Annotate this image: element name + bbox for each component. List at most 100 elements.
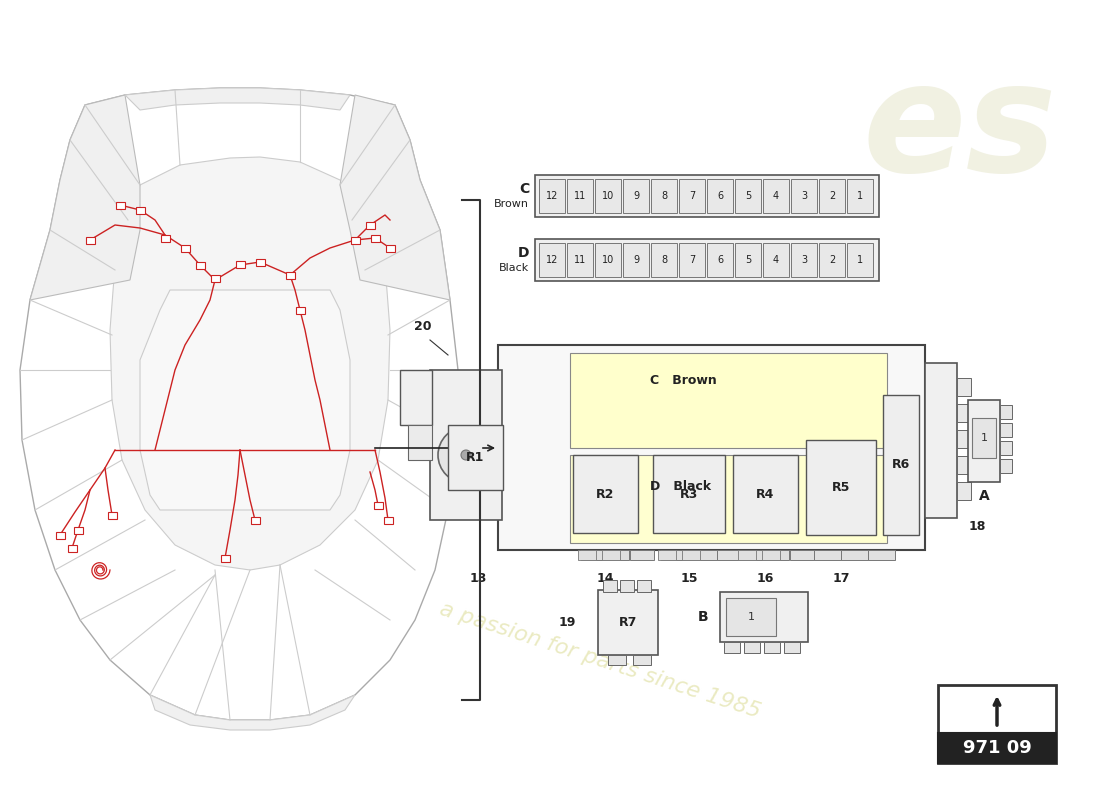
Bar	[386, 245, 395, 252]
Bar	[763, 179, 789, 213]
Text: 4: 4	[773, 255, 779, 265]
Bar	[661, 550, 689, 560]
Bar	[653, 455, 725, 533]
Bar	[820, 179, 845, 213]
Text: 8: 8	[661, 255, 667, 265]
Bar	[957, 430, 971, 448]
Bar	[741, 550, 764, 560]
Bar	[351, 237, 360, 244]
Text: 7: 7	[689, 191, 695, 201]
Text: 3: 3	[801, 191, 807, 201]
Text: 11: 11	[574, 191, 586, 201]
Bar	[408, 425, 432, 460]
Bar	[651, 179, 676, 213]
Circle shape	[438, 427, 494, 483]
Bar	[578, 550, 596, 560]
Text: D: D	[517, 246, 529, 260]
Bar	[595, 179, 621, 213]
Bar	[108, 512, 117, 519]
Text: 6: 6	[717, 191, 723, 201]
Bar	[689, 550, 717, 560]
Bar	[707, 243, 733, 277]
Text: 1: 1	[748, 612, 755, 622]
Bar	[136, 207, 145, 214]
Bar	[1000, 423, 1012, 437]
Bar	[251, 517, 260, 524]
Circle shape	[452, 441, 480, 469]
Polygon shape	[110, 157, 390, 570]
Text: 3: 3	[801, 255, 807, 265]
Text: 13: 13	[470, 572, 486, 585]
Bar	[182, 245, 190, 252]
Polygon shape	[20, 88, 460, 720]
Bar	[733, 455, 798, 533]
Bar	[717, 550, 745, 560]
Text: 18: 18	[968, 520, 986, 533]
Bar	[211, 275, 220, 282]
Bar	[806, 440, 876, 535]
Text: 17: 17	[833, 572, 849, 585]
Bar	[679, 243, 705, 277]
Bar	[608, 655, 626, 665]
Bar	[764, 642, 780, 653]
Text: 2: 2	[829, 191, 835, 201]
Text: 2: 2	[829, 255, 835, 265]
Text: a passion for parts since 1985: a passion for parts since 1985	[437, 598, 763, 722]
Bar	[535, 239, 879, 281]
Polygon shape	[30, 95, 140, 300]
Text: 10: 10	[602, 255, 614, 265]
Text: 10: 10	[602, 191, 614, 201]
Circle shape	[461, 450, 471, 460]
Polygon shape	[125, 88, 350, 110]
Bar	[925, 363, 957, 518]
Bar	[957, 456, 971, 474]
Polygon shape	[340, 95, 450, 300]
Bar	[86, 237, 95, 244]
Bar	[632, 655, 651, 665]
Text: 6: 6	[717, 255, 723, 265]
Bar	[842, 550, 868, 560]
Text: C   Brown: C Brown	[650, 374, 717, 387]
Bar	[651, 243, 676, 277]
Bar	[566, 243, 593, 277]
Bar	[707, 179, 733, 213]
Bar	[116, 202, 125, 209]
Text: 8: 8	[661, 191, 667, 201]
Bar	[570, 455, 887, 543]
Bar	[236, 261, 245, 268]
Bar	[957, 404, 971, 422]
Text: 15: 15	[680, 572, 697, 585]
Bar	[384, 517, 393, 524]
Text: B: B	[697, 610, 708, 624]
Bar	[286, 272, 295, 279]
Bar	[820, 243, 845, 277]
Text: R2: R2	[596, 487, 615, 501]
Bar	[744, 642, 760, 653]
Text: R5: R5	[832, 481, 850, 494]
Bar	[938, 685, 1056, 763]
Text: R7: R7	[619, 616, 637, 629]
Bar	[658, 550, 676, 560]
Bar	[630, 550, 654, 560]
Text: 4: 4	[773, 191, 779, 201]
Bar	[957, 482, 971, 500]
Bar	[570, 353, 887, 448]
Text: 971 09: 971 09	[962, 739, 1032, 757]
Bar	[430, 370, 502, 520]
Bar	[720, 592, 808, 642]
Bar	[763, 243, 789, 277]
Bar	[498, 345, 925, 550]
Text: 1: 1	[980, 433, 988, 443]
Bar	[535, 175, 879, 217]
Text: 5: 5	[745, 191, 751, 201]
Bar	[603, 580, 617, 592]
Bar	[762, 550, 780, 560]
Polygon shape	[150, 695, 355, 730]
Bar	[539, 179, 565, 213]
Bar	[637, 580, 651, 592]
Bar	[74, 527, 82, 534]
Bar	[957, 378, 971, 396]
Text: 1: 1	[857, 191, 864, 201]
Bar	[1000, 405, 1012, 419]
Bar	[726, 598, 775, 636]
